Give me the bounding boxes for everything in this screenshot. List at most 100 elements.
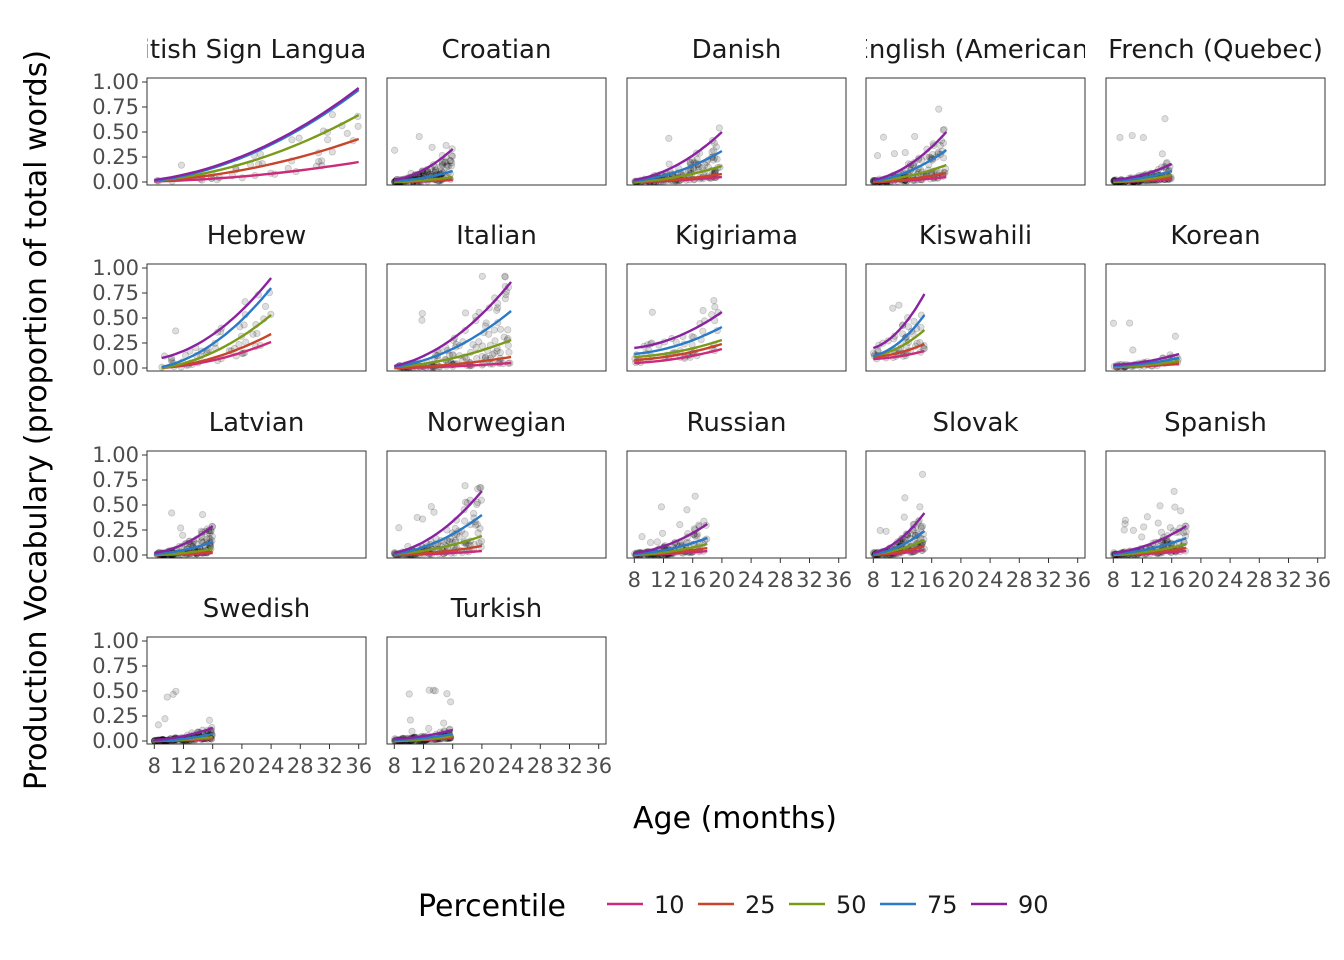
data-point <box>328 148 336 156</box>
data-point <box>415 132 423 141</box>
data-point <box>474 529 482 537</box>
x-tick-label: 24 <box>738 568 765 592</box>
data-point <box>658 529 667 537</box>
data-point <box>471 521 480 529</box>
data-point <box>470 509 478 518</box>
data-point <box>473 520 481 528</box>
data-point <box>693 532 701 540</box>
data-point <box>1171 503 1179 511</box>
data-point <box>889 304 897 312</box>
percentile-25-curve <box>873 544 925 557</box>
panel-frame <box>626 77 847 186</box>
percentile-90-curve <box>161 277 273 360</box>
data-point <box>443 690 451 698</box>
data-point <box>199 510 207 519</box>
panel-latvian: Latvian 0.000.250.500.751.00 <box>92 408 367 567</box>
percentile-25-curve <box>634 342 723 362</box>
percentile-50-curve <box>154 547 213 557</box>
data-point <box>922 153 931 161</box>
data-point <box>936 141 944 150</box>
x-tick-label: 24 <box>1217 568 1244 592</box>
data-point <box>1109 319 1118 327</box>
data-point <box>1179 529 1188 537</box>
panel-title: Danish <box>692 35 782 65</box>
y-tick-label: 0.00 <box>92 170 139 194</box>
data-point <box>901 148 909 157</box>
data-point <box>428 143 436 151</box>
data-point <box>478 352 486 361</box>
data-point <box>713 155 721 163</box>
data-point <box>699 327 707 335</box>
data-point <box>469 341 477 349</box>
data-point <box>472 343 480 352</box>
data-point <box>490 349 498 357</box>
percentile-75-curve <box>394 514 483 556</box>
data-point <box>249 330 257 338</box>
data-point <box>295 134 303 142</box>
panel-plot-area <box>869 470 928 558</box>
data-point <box>461 530 469 538</box>
data-point <box>208 532 216 540</box>
data-point <box>474 498 482 507</box>
panel-swedish: Swedish 0.000.250.500.751.00 8 12 16 20 24 28 32… <box>92 594 372 778</box>
data-point <box>491 337 499 345</box>
panel-plot-area <box>390 482 486 558</box>
panel-russian: Russian 8 12 16 20 24 28 32 36 <box>626 408 852 592</box>
data-point <box>179 531 187 539</box>
panel-title: English (American) <box>852 35 1098 65</box>
panel-frame <box>1105 450 1326 559</box>
y-tick-label: 1.00 <box>92 70 139 94</box>
data-point <box>476 484 484 492</box>
data-point <box>461 498 470 506</box>
panel-english-american-: English (American) <box>852 35 1098 186</box>
data-point <box>438 160 446 168</box>
percentile-90-curve <box>634 523 708 555</box>
panel-title: Italian <box>456 221 537 251</box>
x-tick-label: 36 <box>825 568 852 592</box>
data-point <box>169 690 177 698</box>
x-tick-label: 24 <box>977 568 1004 592</box>
data-point <box>490 326 498 334</box>
data-point <box>939 139 947 147</box>
data-point <box>447 162 455 170</box>
data-point <box>494 299 502 308</box>
data-point <box>477 537 486 545</box>
data-point <box>473 500 481 509</box>
data-point <box>917 524 925 532</box>
data-point <box>1128 131 1136 140</box>
data-point <box>502 291 510 299</box>
data-point <box>413 513 421 522</box>
data-point <box>1129 526 1138 534</box>
panel-frame <box>865 77 1086 186</box>
data-point <box>445 162 453 170</box>
y-tick-label: 0.75 <box>92 654 139 678</box>
data-point <box>1177 507 1185 515</box>
panel-plot-area <box>869 105 950 185</box>
panel-title: Latvian <box>209 408 305 438</box>
data-point <box>1157 528 1166 536</box>
panel-french-quebec-: French (Quebec) <box>1105 35 1326 186</box>
data-point <box>418 309 426 318</box>
panel-british-sign-language: British Sign Language 0.000.250.500.751.0… <box>92 35 399 194</box>
x-tick-label: 12 <box>650 568 677 592</box>
percentile-50-curve <box>634 542 708 557</box>
y-tick-label: 1.00 <box>92 629 139 653</box>
x-tick-label: 8 <box>628 568 641 592</box>
data-point <box>665 134 673 142</box>
x-tick-label: 32 <box>556 754 583 778</box>
x-tick-label: 16 <box>1158 568 1185 592</box>
data-point <box>318 157 326 165</box>
data-point <box>901 494 909 502</box>
data-point <box>683 506 691 514</box>
x-tick-label: 36 <box>1064 568 1091 592</box>
data-point <box>431 167 440 175</box>
panel-kigiriama: Kigiriama <box>626 221 847 372</box>
x-tick-label: 24 <box>498 754 525 778</box>
percentile-50-curve <box>634 338 723 359</box>
panel-slovak: Slovak 8 12 16 20 24 28 32 36 <box>865 408 1091 592</box>
panel-frame <box>386 636 607 745</box>
panel-title: British Sign Language <box>114 35 399 65</box>
x-tick-label: 20 <box>229 754 256 778</box>
percentile-90-curve <box>634 311 723 350</box>
legend-title: Percentile <box>418 889 566 924</box>
